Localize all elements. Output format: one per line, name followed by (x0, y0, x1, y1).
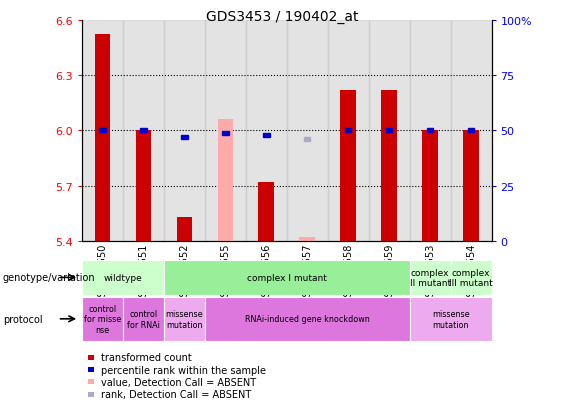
Bar (88, 367, 94, 372)
Bar (99, 129, 106, 133)
Text: RNAi-induced gene knockdown: RNAi-induced gene knockdown (245, 315, 370, 323)
Bar (246, 21, 287, 242)
Text: control
for RNAi: control for RNAi (127, 309, 160, 329)
Bar (164, 21, 205, 242)
Bar (427, 129, 433, 133)
Text: missense
mutation: missense mutation (166, 309, 203, 329)
Bar (468, 129, 475, 133)
Text: missense
mutation: missense mutation (432, 309, 470, 329)
Bar (287, 21, 328, 242)
Bar (164, 297, 205, 341)
Bar (451, 21, 492, 242)
Text: control
for misse
nse: control for misse nse (84, 304, 121, 334)
Bar (140, 129, 147, 133)
Bar (82, 21, 123, 242)
Bar (82, 260, 164, 295)
Bar (258, 183, 274, 242)
Bar (176, 218, 192, 242)
Bar (88, 355, 94, 360)
Bar (164, 260, 410, 295)
Bar (410, 21, 451, 242)
Bar (123, 297, 164, 341)
Text: value, Detection Call = ABSENT: value, Detection Call = ABSENT (101, 377, 257, 387)
Text: complex I mutant: complex I mutant (247, 273, 327, 282)
Bar (82, 297, 123, 341)
Text: complex
II mutant: complex II mutant (410, 268, 451, 287)
Bar (94, 36, 110, 242)
Bar (88, 392, 94, 397)
Text: rank, Detection Call = ABSENT: rank, Detection Call = ABSENT (101, 389, 251, 399)
Bar (410, 297, 492, 341)
Text: genotype/variation: genotype/variation (3, 273, 95, 283)
Bar (410, 260, 451, 295)
Bar (386, 129, 393, 133)
Text: wildtype: wildtype (103, 273, 142, 282)
Bar (136, 131, 151, 242)
Text: transformed count: transformed count (101, 352, 192, 362)
Bar (205, 21, 246, 242)
Bar (463, 131, 479, 242)
Bar (222, 131, 229, 135)
Bar (88, 380, 94, 385)
Bar (299, 238, 315, 242)
Bar (345, 129, 351, 133)
Bar (422, 131, 438, 242)
Bar (205, 297, 410, 341)
Text: GDS3453 / 190402_at: GDS3453 / 190402_at (206, 10, 359, 24)
Text: complex
III mutant: complex III mutant (449, 268, 493, 287)
Bar (369, 21, 410, 242)
Bar (263, 133, 270, 138)
Bar (181, 136, 188, 140)
Bar (123, 21, 164, 242)
Bar (304, 138, 311, 142)
Bar (451, 260, 492, 295)
Bar (328, 21, 369, 242)
Bar (340, 90, 356, 242)
Text: percentile rank within the sample: percentile rank within the sample (101, 365, 266, 375)
Text: protocol: protocol (3, 314, 42, 324)
Bar (381, 90, 397, 242)
Bar (218, 120, 233, 242)
